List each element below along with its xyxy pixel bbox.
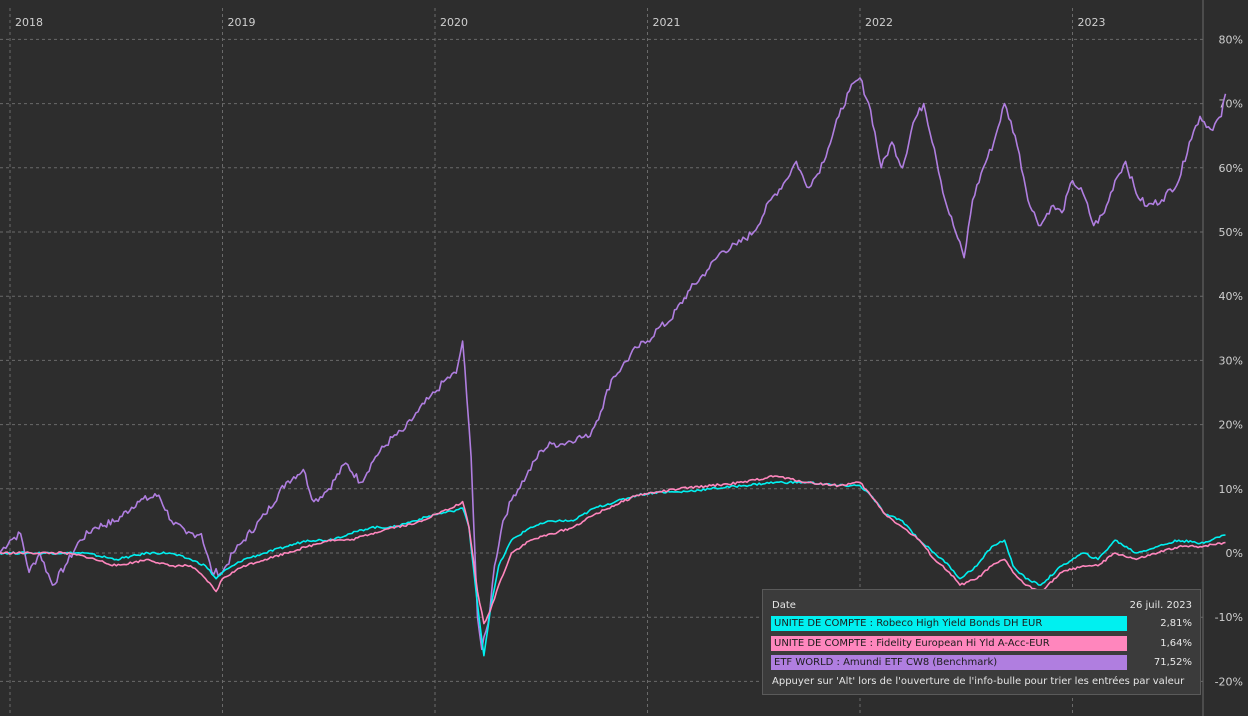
tooltip-date-value: 26 juil. 2023 (1129, 600, 1192, 611)
tooltip-swatch-amundi (771, 655, 1127, 670)
tooltip-value-amundi: 71,52% (1153, 657, 1192, 668)
x-tick-label: 2019 (228, 16, 256, 29)
tooltip-name-amundi: ETF WORLD : Amundi ETF CW8 (Benchmark) (774, 657, 998, 668)
tooltip-row-robeco: UNITE DE COMPTE : Robeco High Yield Bond… (771, 616, 1194, 631)
series-line-2 (0, 474, 1226, 625)
y-tick-label: 80% (1219, 33, 1243, 46)
series-lines (0, 77, 1227, 657)
grid (0, 0, 1204, 716)
tooltip-date-row: Date 26 juil. 2023 (771, 598, 1194, 613)
y-tick-label: 20% (1219, 419, 1243, 432)
y-tick-label: 50% (1219, 226, 1243, 239)
tooltip-value-robeco: 2,81% (1160, 618, 1192, 629)
y-tick-label: 40% (1219, 290, 1243, 303)
tooltip-note: Appuyer sur 'Alt' lors de l'ouverture de… (772, 676, 1185, 687)
series-line-0 (0, 77, 1227, 651)
y-tick-label: -10% (1215, 611, 1243, 624)
tooltip: Date 26 juil. 2023 UNITE DE COMPTE : Rob… (762, 589, 1201, 695)
y-tick-label: -20% (1215, 675, 1243, 688)
y-tick-label: 0% (1226, 547, 1243, 560)
tooltip-name-robeco: UNITE DE COMPTE : Robeco High Yield Bond… (774, 618, 1043, 629)
x-tick-label: 2018 (15, 16, 43, 29)
x-tick-label: 2023 (1078, 16, 1106, 29)
tooltip-swatch-robeco (771, 616, 1127, 631)
x-tick-label: 2021 (653, 16, 681, 29)
y-tick-label: 60% (1219, 162, 1243, 175)
x-tick-label: 2020 (440, 16, 468, 29)
tooltip-row-fidelity: UNITE DE COMPTE : Fidelity European Hi Y… (771, 636, 1194, 651)
tooltip-date-label: Date (772, 600, 796, 611)
tooltip-swatch-fidelity (771, 636, 1127, 651)
y-tick-label: 30% (1219, 354, 1243, 367)
series-line-1 (0, 480, 1226, 657)
y-tick-label: 70% (1219, 98, 1243, 111)
tooltip-row-amundi: ETF WORLD : Amundi ETF CW8 (Benchmark) 7… (771, 655, 1194, 670)
tooltip-name-fidelity: UNITE DE COMPTE : Fidelity European Hi Y… (774, 638, 1050, 649)
y-axis-labels: 80% 70% 60% 50% 40% 30% 20% 10% 0% -10% -20% (1215, 33, 1243, 688)
y-tick-label: 10% (1219, 483, 1243, 496)
x-tick-label: 2022 (865, 16, 893, 29)
tooltip-value-fidelity: 1,64% (1160, 638, 1192, 649)
x-axis-labels: 2018 2019 2020 2021 2022 2023 (15, 16, 1106, 29)
